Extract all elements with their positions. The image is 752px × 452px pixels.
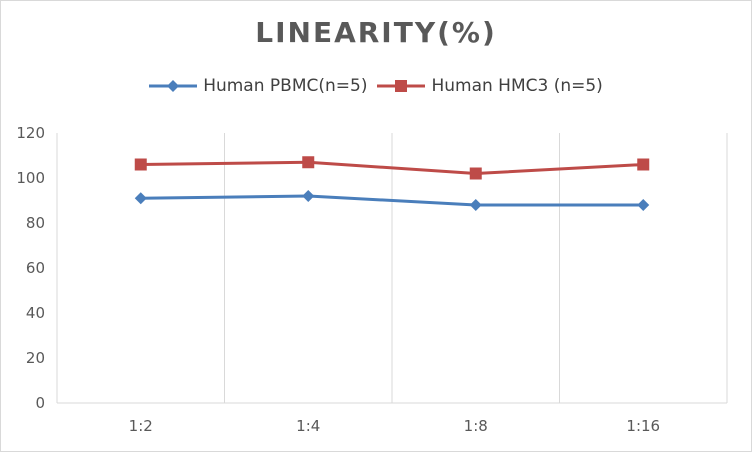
legend-label-hmc3: Human HMC3 (n=5) [431,76,603,96]
data-point-diamond [302,190,315,202]
legend-swatch-pbmc [149,80,198,92]
y-tick-label: 80 [26,214,45,232]
x-tick-label: 1:16 [626,417,660,435]
y-tick-label: 0 [35,394,45,412]
data-point-square [302,156,315,169]
data-point-diamond [637,199,650,211]
series-line-1 [140,160,644,175]
data-point-square [637,158,650,171]
legend-item-hmc3: Human HMC3 (n=5) [377,76,603,96]
y-tick-label: 40 [26,304,45,322]
legend-label-pbmc: Human PBMC(n=5) [203,76,368,96]
y-tick-label: 20 [26,349,45,367]
legend-item-pbmc: Human PBMC(n=5) [149,76,367,96]
legend-swatch-hmc3 [377,80,426,92]
chart-title: LINEARITY(%) [255,16,497,49]
data-point-square [469,167,482,180]
y-tick-label: 60 [26,259,45,277]
x-tick-label: 1:4 [296,417,320,435]
chart-legend: Human PBMC(n=5) Human HMC3 (n=5) [0,76,752,96]
x-tick-label: 1:2 [129,417,153,435]
y-tick-label: 120 [16,124,45,142]
data-point-square [134,158,147,171]
data-point-diamond [134,192,147,205]
x-tick-label: 1:8 [464,417,488,435]
data-point-diamond [469,199,482,211]
series-line-0 [140,194,644,207]
y-tick-label: 100 [16,169,45,187]
